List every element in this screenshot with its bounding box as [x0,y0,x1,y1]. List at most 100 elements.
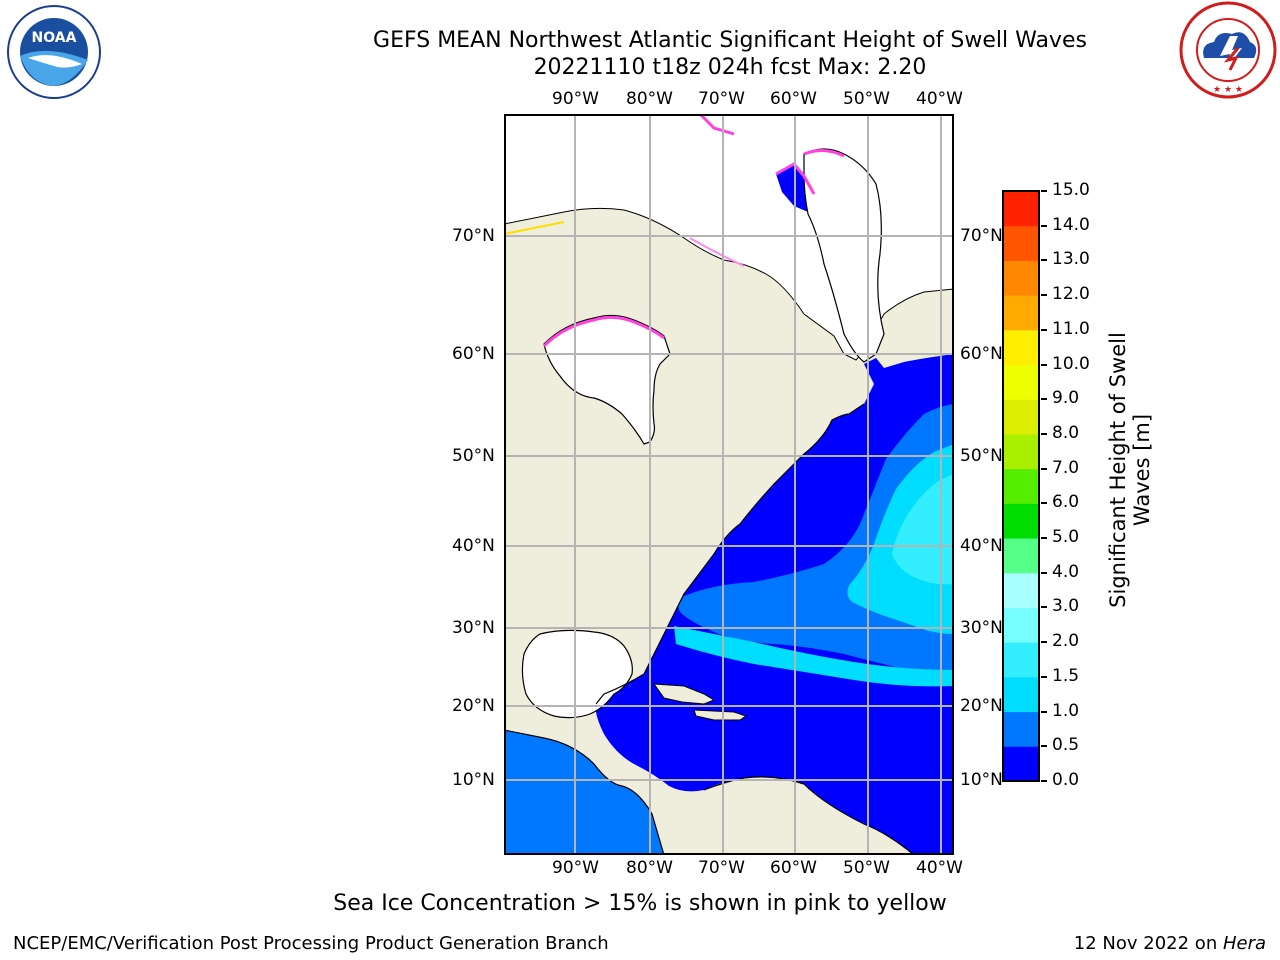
colorbar-tick-label: 8.0 [1052,422,1080,443]
lat-label-right-2: 60°N [960,344,1003,364]
lat-label-right-6: 20°N [960,696,1003,716]
colorbar-segment [1003,642,1039,678]
lat-label-right-7: 10°N [960,770,1003,790]
sea-ice-caption: Sea Ice Concentration > 15% is shown in … [333,891,947,916]
lon-label-top-5: 50°W [843,89,890,109]
colorbar-tick-mark [1041,710,1047,713]
colorbar-label: Significant Height of Swell Waves [m] [1106,332,1154,608]
colorbar-tick-label: 1.5 [1052,665,1080,686]
lat-label-right-3: 50°N [960,446,1003,466]
colorbar-segment [1003,260,1039,296]
colorbar-tick-label: 4.0 [1052,561,1080,582]
colorbar-tick-label: 7.0 [1052,457,1080,478]
colorbar-tick-mark [1041,537,1047,540]
colorbar-segment [1003,329,1039,366]
colorbar-segment [1003,676,1039,713]
colorbar-tick-label: 6.0 [1052,492,1080,513]
colorbar-tick-mark [1041,571,1047,574]
colorbar-tick-label: 2.0 [1052,631,1080,652]
map-panel [504,114,954,855]
lon-label-top-1: 90°W [552,89,599,109]
colorbar-segment [1003,711,1039,747]
colorbar-frame [1002,190,1040,782]
lat-label-left-1: 70°N [452,226,495,246]
lat-label-left-6: 20°N [452,696,495,716]
footer-date-text: 12 Nov 2022 on [1073,933,1223,954]
footer-date: 12 Nov 2022 on Hera [1074,933,1266,954]
lat-label-left-2: 60°N [452,344,495,364]
colorbar-tick-label: 15.0 [1052,180,1090,200]
colorbar-tick-mark [1041,641,1047,644]
colorbar-tick-mark [1041,432,1047,435]
colorbar-tick-mark [1041,502,1047,505]
colorbar-tick-label: 1.0 [1052,700,1080,721]
lat-label-left-7: 10°N [452,770,495,790]
noaa-logo-text: NOAA [32,30,77,46]
lat-label-right-1: 70°N [960,226,1003,246]
footer-branch: NCEP/EMC/Verification Post Processing Pr… [13,933,609,954]
colorbar [1002,190,1040,782]
colorbar-tick-mark [1041,259,1047,262]
swell-subtropical-streak [674,626,954,687]
footer-host: Hera [1222,933,1266,954]
colorbar-segment [1003,191,1039,227]
colorbar-tick-mark [1041,363,1047,366]
lon-label-bottom-5: 50°W [843,858,890,878]
lat-label-left-3: 50°N [452,446,495,466]
nws-logo-stars: ★ ★ ★ [1213,85,1243,95]
greater-antilles [652,683,748,721]
lat-label-left-4: 40°N [452,536,495,556]
map-title-line2: 20221110 t18z 024h fcst Max: 2.20 [533,55,927,80]
colorbar-segment [1003,607,1039,643]
colorbar-tick-label: 12.0 [1052,284,1090,305]
pacific-ocean [504,730,664,855]
swell-band-highest [892,474,954,585]
colorbar-tick-mark [1041,780,1047,782]
colorbar-tick-mark [1041,745,1047,748]
colorbar-tick-label: 0.5 [1052,735,1080,756]
colorbar-segment [1003,399,1039,435]
colorbar-tick-label: 13.0 [1052,249,1090,270]
lon-label-top-6: 40°W [916,89,963,109]
colorbar-segment [1003,364,1039,400]
lat-label-right-5: 30°N [960,618,1003,638]
colorbar-tick-label: 0.0 [1052,770,1080,790]
colorbar-tick-mark [1041,224,1047,227]
lon-label-bottom-2: 80°W [626,858,673,878]
colorbar-tick-mark [1041,294,1047,297]
colorbar-tick-label: 14.0 [1052,214,1090,235]
colorbar-tick-mark [1041,190,1047,192]
colorbar-tick-label: 5.0 [1052,527,1080,548]
colorbar-segment [1003,503,1039,539]
noaa-logo: NOAA [7,5,101,99]
colorbar-tick-label: 3.0 [1052,596,1080,617]
sea-ice-edges [504,114,845,348]
colorbar-tick-mark [1041,606,1047,609]
colorbar-segment [1003,295,1039,331]
colorbar-segment [1003,746,1039,782]
colorbar-tick-mark [1041,328,1047,331]
colorbar-tick-label: 10.0 [1052,353,1090,374]
lat-label-right-4: 40°N [960,536,1003,556]
lat-label-left-5: 30°N [452,618,495,638]
lon-label-bottom-4: 60°W [770,858,817,878]
colorbar-segment [1003,468,1039,504]
colorbar-tick-label: 9.0 [1052,388,1080,409]
lon-label-top-3: 70°W [698,89,745,109]
colorbar-segment [1003,572,1039,608]
colorbar-tick-mark [1041,398,1047,401]
graticule [504,114,954,855]
colorbar-tick-mark [1041,675,1047,678]
colorbar-tick-label: 11.0 [1052,318,1090,339]
colorbar-segment [1003,538,1039,574]
lon-label-top-4: 60°W [770,89,817,109]
lon-label-bottom-1: 90°W [552,858,599,878]
lon-label-bottom-3: 70°W [698,858,745,878]
colorbar-segment [1003,433,1039,470]
lon-label-bottom-6: 40°W [916,858,963,878]
greenland [803,148,885,363]
colorbar-tick-mark [1041,467,1047,470]
lon-label-top-2: 80°W [626,89,673,109]
nws-logo: ★ ★ ★ [1179,1,1277,99]
map-title-line1: GEFS MEAN Northwest Atlantic Significant… [373,28,1087,53]
